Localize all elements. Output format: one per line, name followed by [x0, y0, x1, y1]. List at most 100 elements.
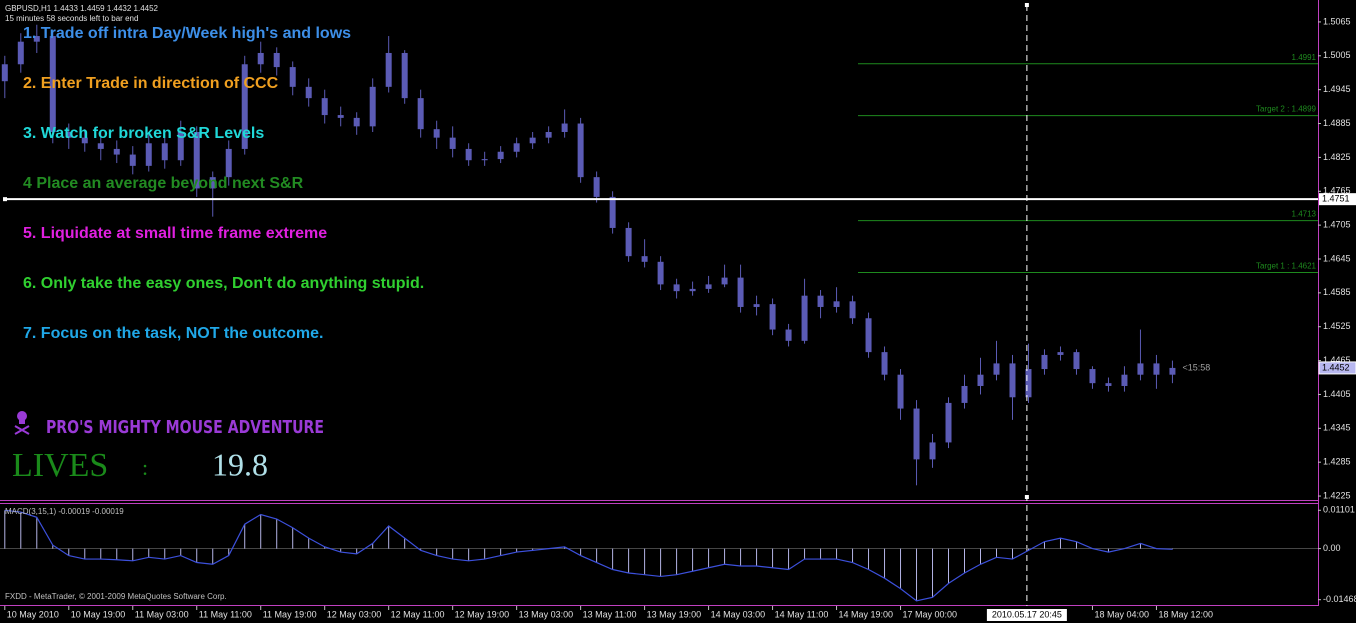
candle-body [1105, 383, 1112, 386]
candle-body [625, 227, 632, 257]
x-tick-label: 14 May 03:00 [711, 609, 766, 619]
y-tick-label: 1.5005 [1323, 50, 1351, 60]
candle-body [673, 284, 680, 292]
candle-body [1169, 367, 1176, 375]
candle-body [721, 277, 728, 285]
candle-body [145, 143, 152, 166]
candle-body [81, 137, 88, 144]
last-price-box [1318, 361, 1356, 375]
y-tick-label: 1.4945 [1323, 84, 1351, 94]
y-tick-label: 1.4585 [1323, 287, 1351, 297]
candle-body [449, 137, 456, 149]
last-price: 1.4452 [1322, 362, 1350, 372]
candle-body [417, 98, 424, 130]
candle-body [609, 196, 616, 228]
candle-body [401, 52, 408, 99]
candle-body [913, 408, 920, 460]
candle-body [801, 295, 808, 341]
level-label: Target 1 : 1.4621 [1256, 262, 1317, 271]
candle-body [593, 177, 600, 197]
copyright: FXDD - MetaTrader, © 2001-2009 MetaQuote… [5, 592, 227, 601]
y-tick-label: 1.4465 [1323, 355, 1351, 365]
x-tick-label: 18 May 12:00 [1158, 609, 1213, 619]
date-box [986, 609, 1067, 621]
instruction: 3. Watch for broken S&R Levels [23, 125, 264, 142]
candle-body [17, 41, 24, 65]
instruction: 1. Trade off intra Day/Week high's and l… [23, 25, 351, 42]
y-tick-label: 1.4525 [1323, 321, 1351, 331]
bar-timer: 15 minutes 58 seconds left to bar end [5, 14, 138, 23]
candle-body [961, 385, 968, 403]
lives-value: 19.8 [212, 446, 268, 482]
candle-body [177, 131, 184, 161]
symbol-header: GBPUSD,H1 1.4433 1.4459 1.4432 1.4452 [5, 4, 159, 13]
candle-body [545, 131, 552, 138]
x-tick-label: 11 May 03:00 [135, 609, 189, 619]
candle-body [865, 318, 872, 353]
candle-body [305, 86, 312, 99]
candle-body [705, 284, 712, 289]
bar-countdown: <15:58 [1182, 362, 1210, 372]
level-label: Target 2 : 1.4899 [1256, 105, 1317, 114]
candle-body [385, 52, 392, 87]
x-tick-label: 12 May 03:00 [327, 609, 382, 619]
x-tick-label: 11 May 19:00 [263, 609, 317, 619]
y-tick-label: -0.01468 [1323, 594, 1356, 604]
candle-body [529, 137, 536, 144]
x-tick-label: 13 May 03:00 [519, 609, 574, 619]
candle-body [161, 143, 168, 161]
candle-body [881, 352, 888, 375]
instruction: 5. Liquidate at small time frame extreme [23, 225, 327, 242]
instruction: 2. Enter Trade in direction of CCC [23, 75, 279, 92]
candle-body [753, 304, 760, 307]
instruction: 7. Focus on the task, NOT the outcome. [23, 325, 323, 342]
x-tick-label: 14 May 19:00 [839, 609, 894, 619]
candle-body [513, 143, 520, 152]
x-tick-label: 14 May 11:00 [775, 609, 829, 619]
candle-body [657, 261, 664, 285]
x-tick-label: 11 May 11:00 [199, 609, 252, 619]
candle-body [193, 131, 200, 189]
game-title: PRO'S MIGHTY MOUSE ADVENTURE [46, 417, 324, 438]
x-tick-label: 13 May 19:00 [647, 609, 702, 619]
skull-icon [14, 411, 30, 435]
x-tick-label: 10 May 19:00 [71, 609, 126, 619]
candle-body [849, 301, 856, 319]
y-tick-label: 1.4285 [1323, 457, 1351, 467]
candle-body [1025, 369, 1032, 398]
candle-body [225, 148, 232, 178]
candle-body [241, 64, 248, 149]
x-tick-label: 12 May 19:00 [455, 609, 510, 619]
candle-body [641, 256, 648, 262]
candle-body [321, 98, 328, 116]
y-tick-label: 0.00 [1323, 543, 1341, 553]
candle-body [209, 177, 216, 189]
candle-body [1137, 363, 1144, 375]
candle-body [785, 329, 792, 341]
candle-body [129, 154, 136, 166]
candle-body [1057, 352, 1064, 355]
level-label: 1.4713 [1292, 210, 1317, 219]
y-tick-label: 1.4645 [1323, 253, 1351, 263]
line-handle [3, 197, 7, 202]
y-tick-label: 1.4705 [1323, 220, 1351, 230]
y-tick-label: 1.4345 [1323, 423, 1351, 433]
candle-body [353, 117, 360, 127]
candle-body [257, 52, 264, 65]
candle-body [737, 277, 744, 307]
candle-body [289, 67, 296, 87]
candle-body [689, 288, 696, 292]
candle-body [897, 374, 904, 409]
date-label: 2010.05.17 20:45 [992, 609, 1062, 619]
candle-body [1, 64, 8, 82]
candle-body [65, 131, 72, 138]
x-tick-label: 10 May 2010 [7, 609, 59, 619]
lives-separator: : [142, 455, 148, 480]
candle-body [337, 115, 344, 118]
candle-body [273, 52, 280, 68]
axis-price-box [1319, 193, 1356, 206]
level-label: 1.4991 [1292, 53, 1317, 62]
candle-body [113, 148, 120, 155]
